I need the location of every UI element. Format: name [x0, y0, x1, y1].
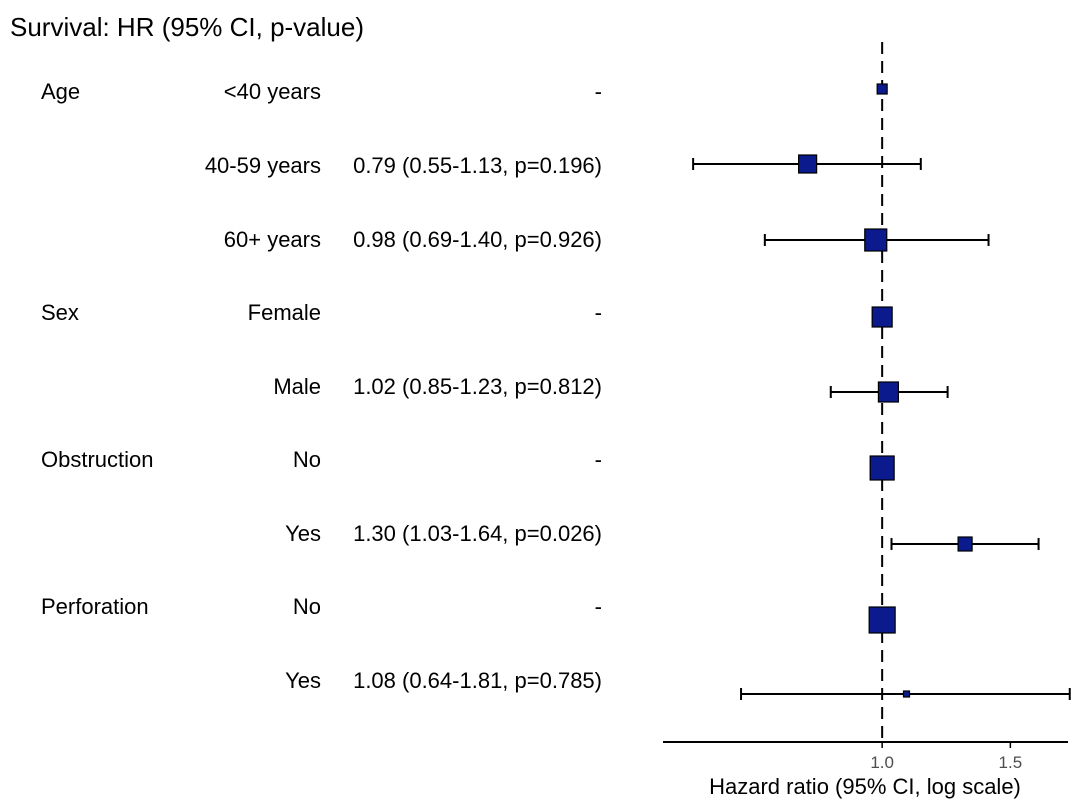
hr-point-marker [876, 83, 888, 95]
hr-point-marker [798, 154, 818, 174]
row-level: <40 years [223, 79, 321, 104]
hr-point-marker [957, 536, 973, 552]
row-hr-text: 1.08 (0.64-1.81, p=0.785) [353, 668, 602, 693]
chart-title: Survival: HR (95% CI, p-value) [10, 12, 364, 42]
row-level: Male [273, 374, 321, 399]
hr-point-marker [869, 455, 895, 481]
row-level: No [292, 594, 321, 619]
row-level: No [292, 447, 321, 472]
hr-point-marker [864, 228, 888, 252]
row-level: Yes [285, 668, 321, 693]
row-hr-text: - [594, 447, 602, 472]
row-variable: Age [41, 79, 81, 104]
x-tick-label: 1.5 [999, 753, 1023, 772]
hr-point-marker [877, 381, 900, 403]
row-variable: Perforation [41, 594, 149, 619]
hr-point-marker [868, 606, 896, 634]
row-level: Yes [285, 521, 321, 546]
row-hr-text: 1.30 (1.03-1.64, p=0.026) [353, 521, 602, 546]
row-level: 40-59 years [204, 153, 321, 178]
row-level: 60+ years [223, 227, 321, 252]
row-hr-text: 0.98 (0.69-1.40, p=0.926) [353, 227, 602, 252]
row-hr-text: 0.79 (0.55-1.13, p=0.196) [353, 153, 602, 178]
row-hr-text: - [594, 300, 602, 325]
row-hr-text: - [594, 79, 602, 104]
row-variable: Sex [41, 300, 79, 325]
hr-point-marker [902, 690, 911, 698]
hr-point-marker [871, 306, 893, 328]
x-tick-label: 1.0 [870, 753, 894, 772]
row-hr-text: - [594, 594, 602, 619]
row-variable: Obstruction [41, 447, 154, 472]
row-level: Female [247, 300, 321, 325]
x-axis-label: Hazard ratio (95% CI, log scale) [709, 774, 1021, 799]
row-hr-text: 1.02 (0.85-1.23, p=0.812) [353, 374, 602, 399]
